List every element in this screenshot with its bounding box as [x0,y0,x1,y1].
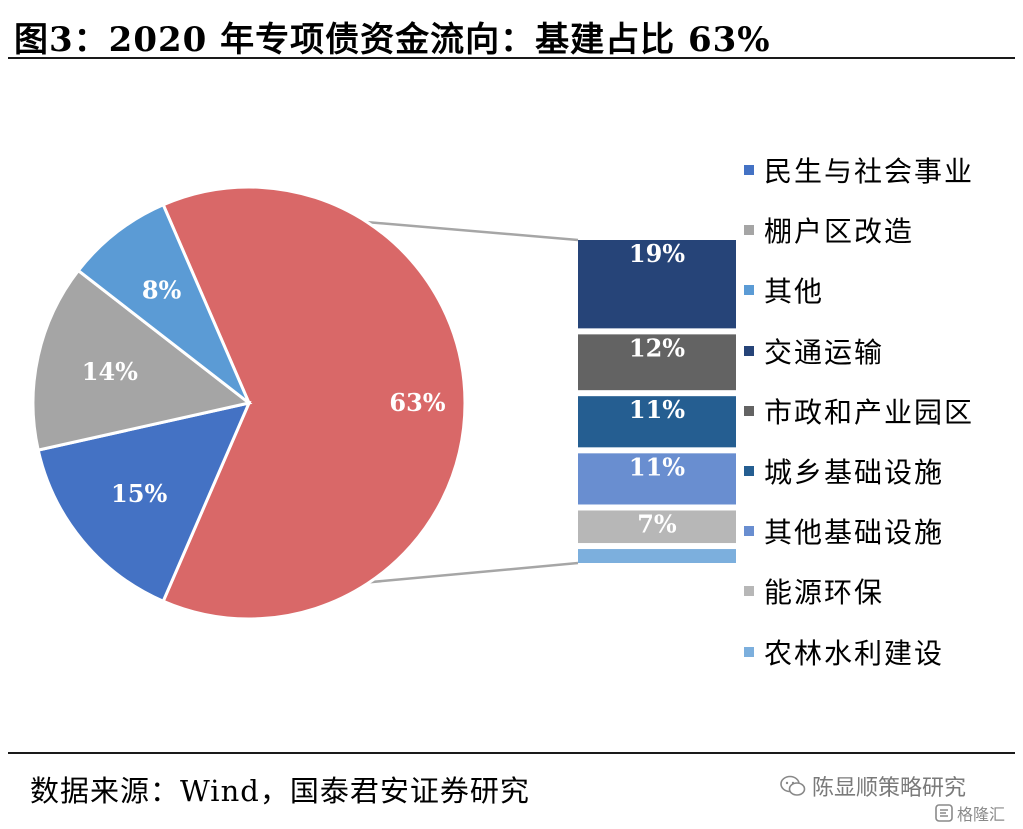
legend-label: 农林水利建设 [764,636,945,670]
bar-label-3: 11% [629,452,685,481]
legend-swatch [744,285,754,296]
bar-label-0: 19% [629,239,685,268]
bar-of-pie-chart: 63% 15% 14% 8% 19% 12% 11% 11% 7% [31,185,736,621]
bar-segment-3 [578,453,736,505]
legend-swatch [744,586,754,597]
pie-slice-0 [161,185,467,621]
watermark: 陈显顺策略研究 [780,770,966,802]
legend-label: 交通运输 [764,335,885,369]
legend-swatch [744,526,754,537]
legend-item: 其他基础设施 [744,501,1019,561]
bar-label-2: 11% [629,395,685,424]
brand-text: 格隆汇 [957,805,1006,824]
pie-label-1: 15% [111,479,167,508]
legend-item: 交通运输 [744,321,1019,381]
top-rule [8,57,1015,59]
legend: 民生与社会事业 棚户区改造其他交通运输市政和产业园区 城乡基础设施 其他基础设施 能源环… [744,140,1019,682]
bar-label-4: 7% [637,509,677,538]
pie-slice-2 [31,268,253,452]
pie-label-3: 8% [142,275,182,304]
brand-mark: 格隆汇 [935,801,1005,825]
chart-title: 图3：2020 年专项债资金流向：基建占比 63% [14,20,771,60]
legend-label: 其他基础设施 [764,516,945,550]
pie [31,185,467,621]
data-labels: 63% 15% 14% 8% 19% 12% 11% 11% 7% [82,239,686,538]
wechat-icon [780,775,806,796]
legend-item: 城乡基础设施 [744,441,1019,501]
watermark-text: 陈显顺策略研究 [812,776,967,801]
gelonghui-logo-icon [935,804,953,822]
legend-label: 民生与社会事业 [764,155,975,189]
pie-label-2: 14% [82,357,138,386]
legend-swatch [744,466,754,477]
bar-segment-0 [578,240,736,329]
pie-slice-3 [76,202,251,405]
legend-swatch [744,345,754,356]
legend-item: 其他 [744,260,1019,320]
bar-segment-4 [578,510,736,544]
legend-label: 其他 [764,275,825,309]
legend-label: 能源环保 [764,576,885,610]
bar-segment-5 [578,549,736,563]
legend-swatch [744,405,754,416]
bar-segment-1 [578,334,736,391]
legend-swatch [744,165,754,176]
legend-swatch [744,646,754,657]
bottom-rule [8,752,1015,754]
legend-swatch [744,225,754,236]
legend-label: 城乡基础设施 [764,456,945,490]
legend-item: 棚户区改造 [744,200,1019,260]
legend-item: 能源环保 [744,561,1019,621]
legend-label: 市政和产业园区 [764,395,975,429]
legend-item: 市政和产业园区 [744,381,1019,441]
stacked-bar [578,240,736,563]
pie-slice-1 [36,400,252,604]
legend-item: 农林水利建设 [744,622,1019,682]
bar-segment-2 [578,396,736,448]
legend-label: 棚户区改造 [764,215,915,249]
bar-label-1: 12% [629,333,685,362]
legend-item: 民生与社会事业 [744,140,1019,200]
pie-label-0: 63% [389,388,445,417]
source-note: 数据来源：Wind，国泰君安证券研究 [30,774,530,808]
